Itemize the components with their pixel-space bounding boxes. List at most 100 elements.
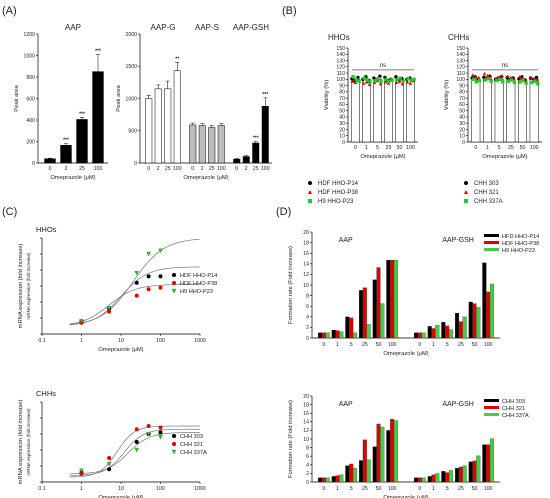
chart-A2-ytick-label: 1000 — [125, 96, 137, 102]
chart-A1: 0 200 400 600 800 1000 1200 Peak area 0 *** 2 *** 25… — [14, 23, 108, 181]
fit-curve — [69, 432, 201, 475]
chart-B1-ytick-label: 120 — [336, 65, 345, 71]
data-point — [500, 73, 504, 78]
chart-A2-subtitle: AAP-GSH — [233, 23, 269, 32]
xtick-label: 0 — [191, 166, 194, 172]
chart-A1-ylabel: Peak area — [14, 85, 20, 112]
chart-B2-ytick-label: 110 — [457, 71, 465, 77]
chart-A2-ytick-label: 1500 — [125, 64, 137, 70]
chart-D1-subtitle: AAP-GSH — [442, 237, 474, 244]
bar — [472, 303, 477, 339]
chart-D1-ytick-label: 6 — [306, 304, 309, 310]
bar — [489, 438, 494, 483]
bar — [431, 328, 436, 339]
chart-B2: 0102030405060708090100110120130140150Via… — [444, 33, 542, 205]
chart-D2-ytick-label: 14 — [303, 420, 309, 426]
chart-D2-ytick-label: 16 — [303, 411, 309, 417]
bar — [471, 79, 481, 143]
bar — [217, 125, 225, 164]
chart-A2-ytick-label: 2000 — [125, 32, 137, 38]
chart-D1-ytick-label: 20 — [303, 230, 309, 236]
data-point — [406, 77, 410, 81]
bar — [486, 291, 491, 339]
chart-B1-ytick-label: 130 — [336, 58, 345, 64]
legend-label: H9 HHO-P23 — [502, 248, 535, 254]
chart-D2-subtitle: AAP-GSH — [442, 401, 474, 408]
bar — [325, 332, 330, 339]
data-point — [409, 78, 413, 83]
bar — [390, 419, 395, 483]
data-point — [146, 274, 151, 279]
chart-D1-ytick-label: 12 — [303, 272, 309, 278]
xtick-label: 5 — [498, 145, 501, 151]
legend-label: HDF HHO-P38 — [318, 190, 359, 196]
data-point — [395, 78, 399, 82]
xtick-label: 5 — [350, 342, 353, 348]
chart-D2-ytick-label: 12 — [303, 428, 309, 434]
xtick-label: 25 — [362, 486, 368, 492]
bar — [455, 468, 460, 483]
bar — [482, 444, 487, 483]
legend-label: H9 HHO-P23 — [318, 199, 354, 205]
xtick-label: 50 — [376, 486, 382, 492]
legend-label: H9 HHO-P23 — [180, 289, 213, 295]
chart-D1-ytick-label: 14 — [303, 262, 309, 268]
data-point — [383, 80, 388, 84]
data-point — [534, 75, 539, 80]
bar — [362, 287, 367, 339]
data-point — [412, 77, 416, 82]
chart-B1-xlabel: Omeprazole (μM) — [360, 154, 405, 160]
xtick-label: 50 — [472, 486, 478, 492]
data-point — [308, 199, 312, 203]
data-point — [378, 82, 383, 86]
data-point — [134, 447, 139, 453]
chart-D2-ytick-label: 6 — [306, 454, 309, 460]
bar — [372, 279, 377, 339]
bar — [44, 158, 56, 164]
data-point — [354, 77, 358, 82]
data-point — [350, 79, 355, 83]
chart-B2-ytick-label: 30 — [459, 121, 465, 127]
data-point — [373, 78, 377, 83]
data-point — [512, 80, 517, 85]
data-point — [471, 73, 475, 77]
xtick-label: 2 — [245, 166, 248, 172]
bar — [393, 420, 398, 483]
data-point — [364, 80, 369, 84]
data-point — [171, 288, 177, 294]
chart-B2-ytick-label: 140 — [456, 52, 465, 58]
bar — [376, 423, 381, 483]
bar — [345, 316, 350, 339]
chart-B2-ytick-label: 20 — [459, 127, 465, 133]
significance-label: *** — [79, 111, 85, 117]
chart-B1-ytick-label: 40 — [339, 115, 345, 121]
xtick-label: 25 — [508, 145, 514, 151]
bar — [359, 290, 364, 339]
data-point — [401, 79, 405, 83]
data-point — [521, 78, 525, 83]
data-point — [172, 281, 176, 285]
xtick-label: 1000 — [194, 338, 206, 344]
xtick-label: 100 — [156, 338, 165, 344]
xtick-label: 0 — [322, 486, 325, 492]
legend-swatch — [484, 241, 499, 244]
xtick-label: 25 — [165, 166, 171, 172]
bar — [345, 465, 350, 483]
chart-D1-ytick-label: 8 — [306, 293, 309, 299]
bar — [76, 119, 88, 164]
xtick-label: 100 — [261, 166, 270, 172]
xtick-label: 0 — [354, 145, 357, 151]
legend-label: CHH 321 — [474, 190, 499, 196]
data-point — [464, 181, 468, 185]
xtick-label: 0.1 — [38, 486, 45, 492]
data-point — [158, 274, 163, 279]
data-point — [106, 306, 112, 311]
legend-label: CHH 303 — [502, 399, 525, 405]
data-point — [158, 425, 163, 430]
data-point — [158, 430, 163, 435]
data-point — [134, 427, 139, 432]
bar — [414, 477, 419, 483]
chart-B2-ytick-label: 80 — [459, 90, 465, 96]
chart-A1-ytick-label: 600 — [26, 96, 35, 102]
chart-D1-ytick-label: 2 — [306, 325, 309, 331]
